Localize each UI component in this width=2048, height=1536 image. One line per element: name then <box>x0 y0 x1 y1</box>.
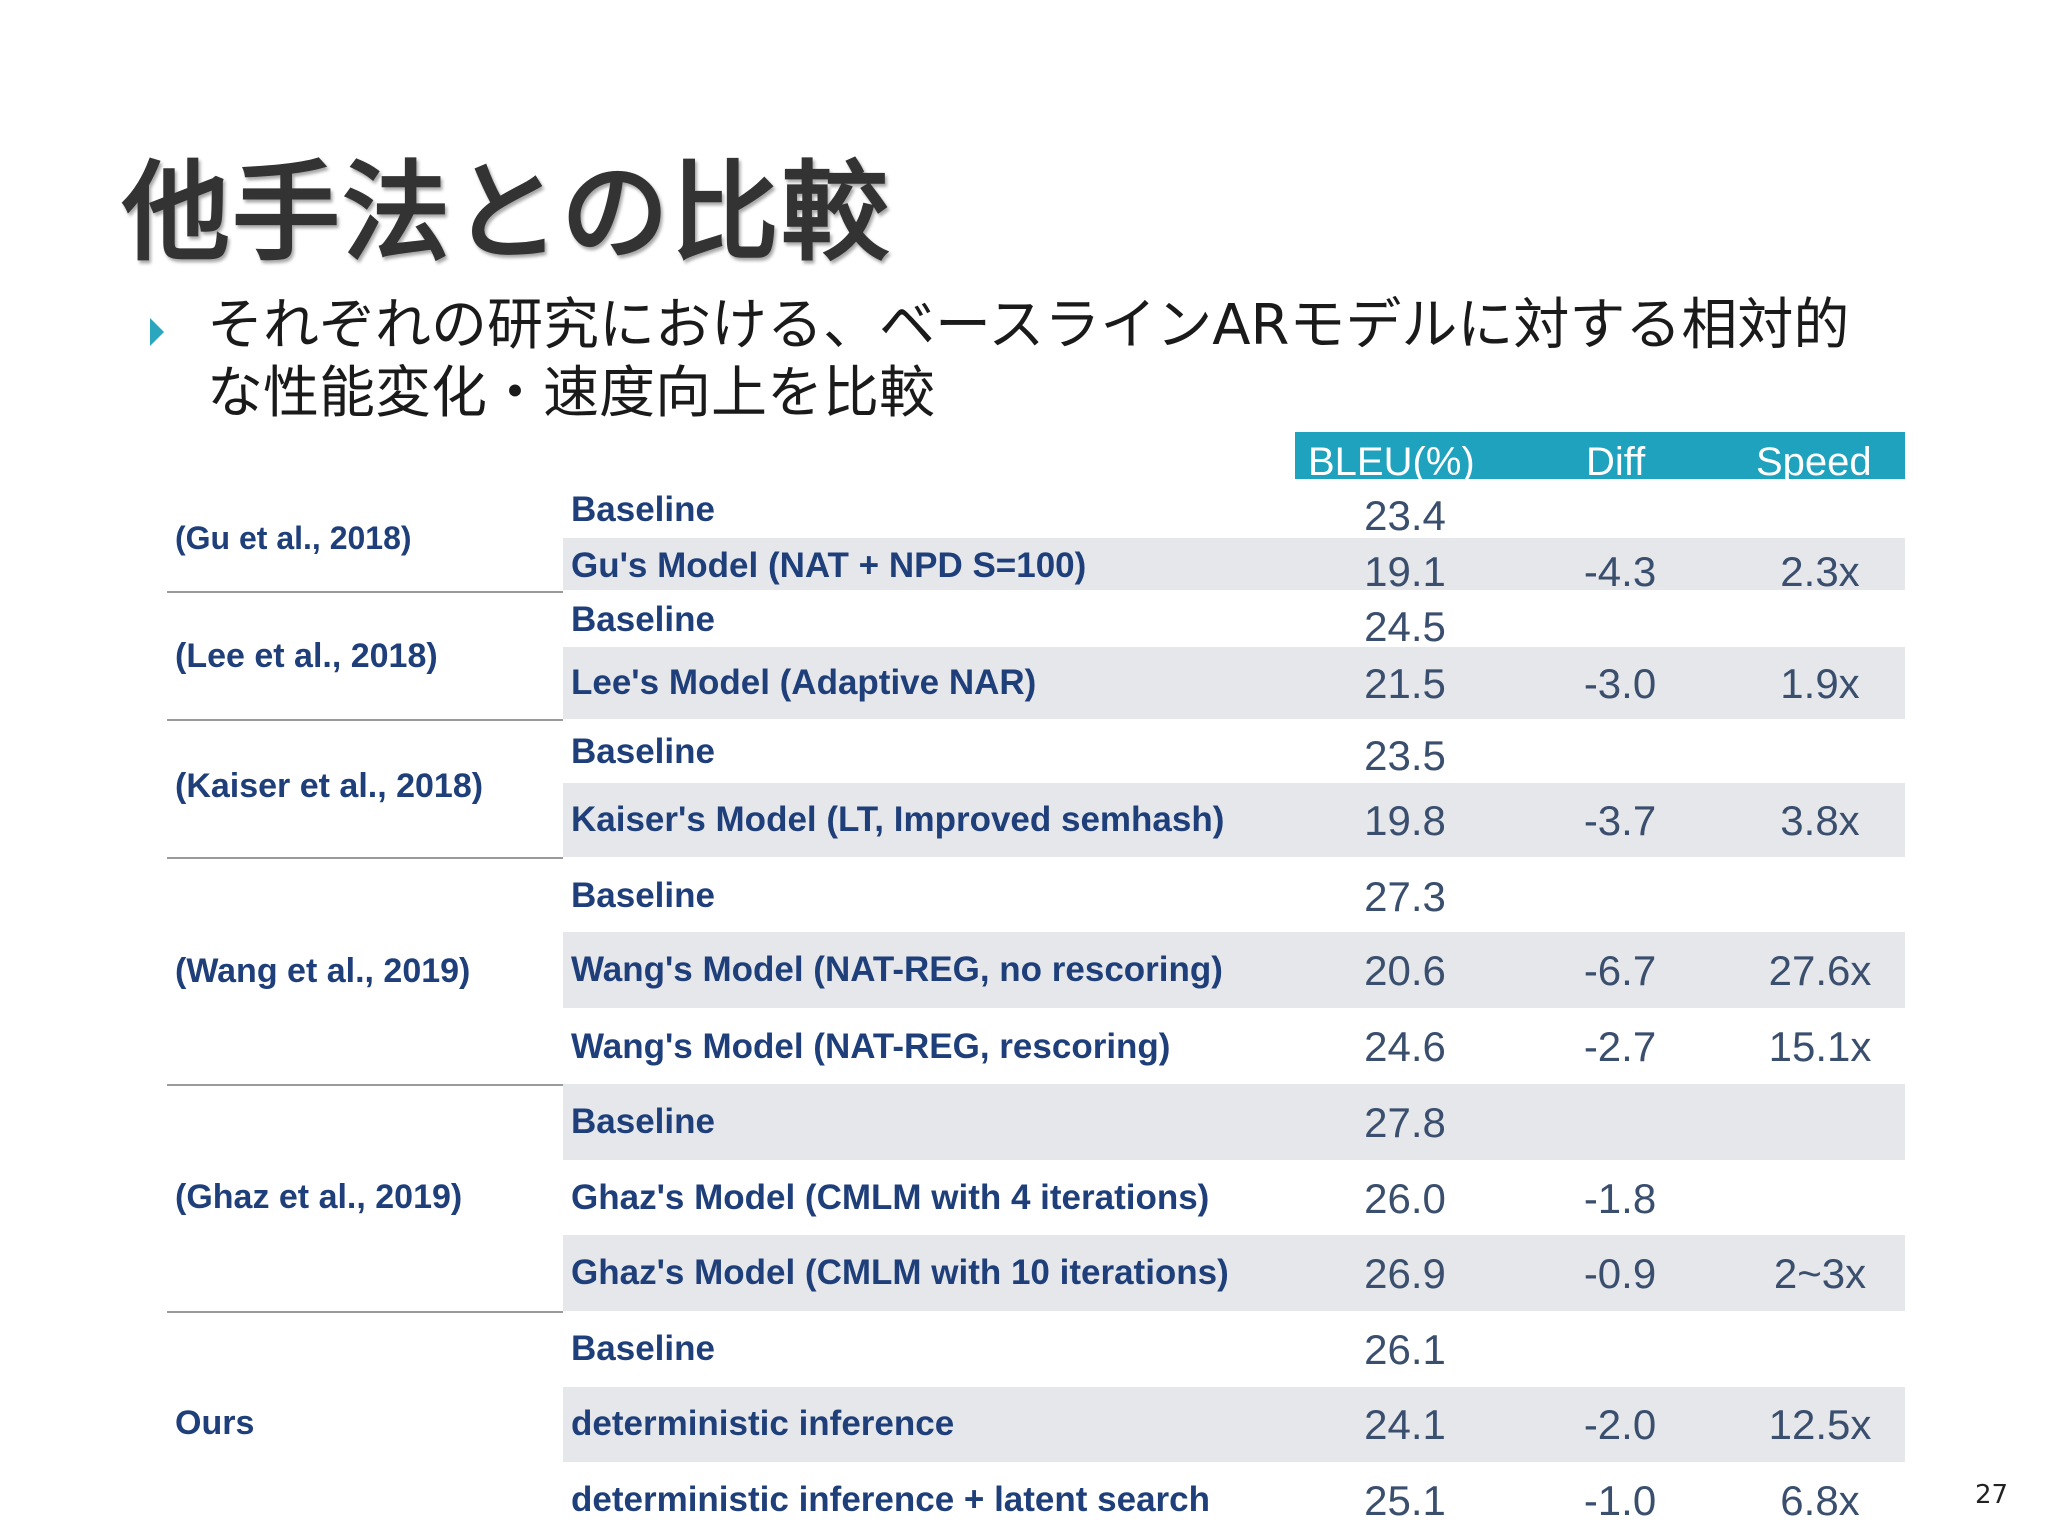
speed-value: 15.1x <box>1768 1023 1872 1070</box>
diff-value: -2.7 <box>1583 1023 1657 1070</box>
speed-value: 12.5x <box>1768 1401 1872 1448</box>
group-ref: (Gu et al., 2018) <box>175 520 412 556</box>
bullet-line-1: それぞれの研究における、ベースラインARモデルに対する相対的 <box>207 293 1850 358</box>
model-name: deterministic inference + latent search <box>571 1480 1211 1519</box>
row-band <box>563 1387 1905 1462</box>
speed-value: 27.6x <box>1768 947 1872 994</box>
group-separator <box>167 857 563 859</box>
model-name: Ghaz's Model (CMLM with 10 iterations) <box>571 1253 1229 1292</box>
model-name: deterministic inference <box>571 1404 955 1443</box>
bullet-text: それぞれの研究における、ベースラインARモデルに対する相対的 な性能変化・速度向… <box>207 292 1927 428</box>
diff-value: -2.0 <box>1583 1401 1657 1448</box>
row-band <box>563 538 1905 590</box>
bleu-value: 23.5 <box>1364 732 1446 779</box>
row-band <box>563 647 1905 719</box>
model-name: Kaiser's Model (LT, Improved semhash) <box>571 800 1225 839</box>
row-band <box>563 783 1905 857</box>
speed-value: 6.8x <box>1780 1477 1860 1524</box>
group-ref: Ours <box>175 1404 255 1442</box>
bleu-value: 26.1 <box>1364 1326 1446 1373</box>
group-separator <box>167 719 563 721</box>
bleu-value: 27.3 <box>1364 873 1446 920</box>
diff-value: -4.3 <box>1583 548 1657 595</box>
diff-value: -3.7 <box>1583 797 1657 844</box>
diff-value: -1.8 <box>1583 1175 1657 1222</box>
bleu-value: 24.5 <box>1364 603 1446 650</box>
speed-value: 2.3x <box>1780 548 1860 595</box>
bleu-value: 27.8 <box>1364 1099 1446 1146</box>
bleu-value: 26.0 <box>1364 1175 1446 1222</box>
bullet-line-2: な性能変化・速度向上を比較 <box>207 361 935 426</box>
bleu-value: 26.9 <box>1364 1250 1446 1297</box>
diff-value: -0.9 <box>1583 1250 1657 1297</box>
bleu-value: 24.1 <box>1364 1401 1446 1448</box>
model-name: Wang's Model (NAT-REG, rescoring) <box>571 1027 1171 1066</box>
bleu-value: 19.1 <box>1364 548 1446 595</box>
group-ref: (Lee et al., 2018) <box>175 637 438 675</box>
group-ref: (Wang et al., 2019) <box>175 952 471 990</box>
row-band <box>563 1084 1905 1160</box>
model-name: Lee's Model (Adaptive NAR) <box>571 663 1037 702</box>
diff-value: -1.0 <box>1583 1477 1657 1524</box>
bleu-value: 24.6 <box>1364 1023 1446 1070</box>
row-band <box>563 932 1905 1008</box>
diff-value: -6.7 <box>1583 947 1657 994</box>
page-number: 27 <box>1975 1480 2009 1510</box>
diff-value: -3.0 <box>1583 660 1657 707</box>
model-name: Baseline <box>571 732 715 771</box>
bleu-value: 23.4 <box>1364 492 1446 539</box>
table-header <box>1295 432 1905 479</box>
model-name: Gu's Model (NAT + NPD S=100) <box>571 546 1087 585</box>
row-band <box>563 1235 1905 1311</box>
header-bleu: BLEU(%) <box>1308 440 1475 484</box>
group-separator <box>167 1084 563 1086</box>
bleu-value: 25.1 <box>1364 1477 1446 1524</box>
model-name: Ghaz's Model (CMLM with 4 iterations) <box>571 1178 1210 1217</box>
header-speed: Speed <box>1756 440 1872 484</box>
header-diff: Diff <box>1586 440 1646 484</box>
speed-value: 3.8x <box>1780 797 1860 844</box>
group-ref: (Kaiser et al., 2018) <box>175 767 484 805</box>
bleu-value: 21.5 <box>1364 660 1446 707</box>
bullet-arrow-icon <box>150 318 164 346</box>
speed-value: 2~3x <box>1773 1250 1867 1297</box>
bleu-value: 19.8 <box>1364 797 1446 844</box>
group-separator <box>167 591 563 593</box>
page-title: 他手法との比較 <box>122 151 891 276</box>
model-name: Baseline <box>571 490 715 529</box>
bleu-value: 20.6 <box>1364 947 1446 994</box>
model-name: Baseline <box>571 1102 715 1141</box>
model-name: Wang's Model (NAT-REG, no rescoring) <box>571 950 1223 989</box>
model-name: Baseline <box>571 600 715 639</box>
group-ref: (Ghaz et al., 2019) <box>175 1178 463 1216</box>
model-name: Baseline <box>571 876 715 915</box>
model-name: Baseline <box>571 1329 715 1368</box>
speed-value: 1.9x <box>1780 660 1860 707</box>
group-separator <box>167 1311 563 1313</box>
